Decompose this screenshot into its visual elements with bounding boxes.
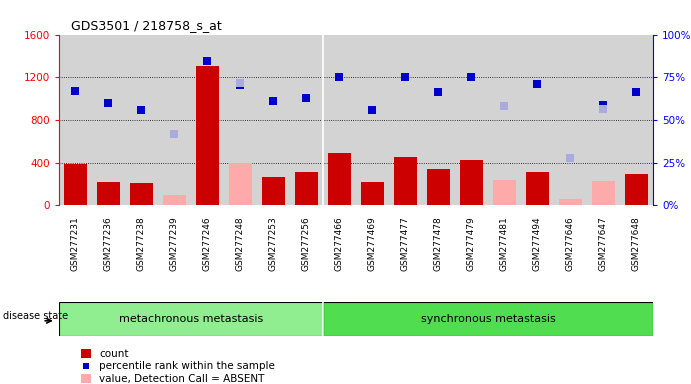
Bar bbox=[394, 157, 417, 205]
Text: GSM277469: GSM277469 bbox=[368, 217, 377, 271]
Text: GSM277479: GSM277479 bbox=[467, 217, 476, 271]
Text: disease state: disease state bbox=[3, 311, 68, 321]
Text: GSM277238: GSM277238 bbox=[137, 217, 146, 271]
Bar bbox=[361, 182, 384, 205]
Text: GSM277253: GSM277253 bbox=[269, 217, 278, 271]
Bar bbox=[625, 174, 648, 205]
Bar bbox=[130, 183, 153, 205]
Text: GSM277478: GSM277478 bbox=[434, 217, 443, 271]
Text: GSM277246: GSM277246 bbox=[202, 217, 212, 271]
Bar bbox=[64, 164, 87, 205]
Bar bbox=[328, 153, 351, 205]
Text: GSM277494: GSM277494 bbox=[533, 217, 542, 271]
Text: GSM277239: GSM277239 bbox=[170, 217, 179, 271]
Text: GDS3501 / 218758_s_at: GDS3501 / 218758_s_at bbox=[70, 19, 221, 32]
Bar bbox=[162, 195, 186, 205]
Bar bbox=[262, 177, 285, 205]
Bar bbox=[196, 66, 219, 205]
Text: GSM277248: GSM277248 bbox=[236, 217, 245, 271]
Bar bbox=[526, 172, 549, 205]
Text: GSM277256: GSM277256 bbox=[302, 217, 311, 271]
Bar bbox=[559, 199, 582, 205]
Bar bbox=[592, 181, 615, 205]
Text: metachronous metastasis: metachronous metastasis bbox=[119, 314, 263, 324]
Text: GSM277466: GSM277466 bbox=[335, 217, 344, 271]
Text: GSM277648: GSM277648 bbox=[632, 217, 641, 271]
Bar bbox=[295, 172, 318, 205]
Text: GSM277477: GSM277477 bbox=[401, 217, 410, 271]
Text: GSM277647: GSM277647 bbox=[599, 217, 608, 271]
Text: GSM277646: GSM277646 bbox=[566, 217, 575, 271]
Bar bbox=[229, 163, 252, 205]
Bar bbox=[97, 182, 120, 205]
Bar bbox=[460, 159, 483, 205]
Bar bbox=[493, 180, 516, 205]
Text: GSM277236: GSM277236 bbox=[104, 217, 113, 271]
Legend: count, percentile rank within the sample, value, Detection Call = ABSENT, rank, : count, percentile rank within the sample… bbox=[81, 349, 275, 384]
Bar bbox=[59, 302, 323, 336]
Text: synchronous metastasis: synchronous metastasis bbox=[421, 314, 556, 324]
Bar bbox=[323, 302, 653, 336]
Text: GSM277481: GSM277481 bbox=[500, 217, 509, 271]
Bar bbox=[427, 169, 450, 205]
Text: GSM277231: GSM277231 bbox=[70, 217, 79, 271]
